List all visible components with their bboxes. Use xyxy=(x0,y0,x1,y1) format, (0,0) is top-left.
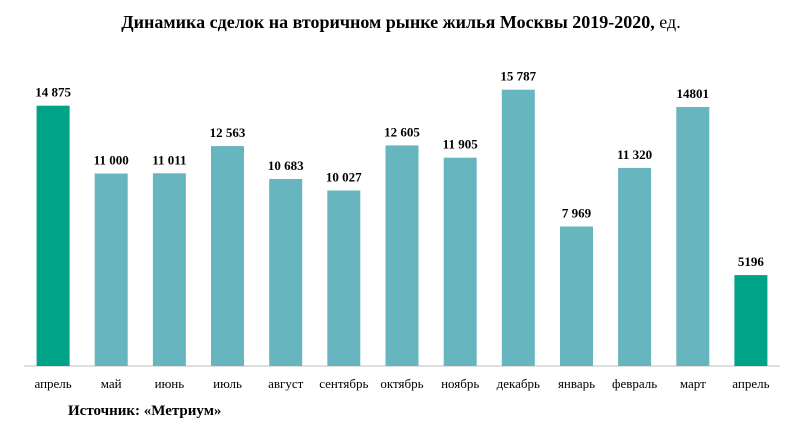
x-tick-label-9: январь xyxy=(558,376,595,391)
data-label-6: 12 605 xyxy=(384,124,420,139)
data-label-7: 11 905 xyxy=(443,137,479,152)
data-label-1: 11 000 xyxy=(94,153,129,168)
bar-2 xyxy=(152,173,186,366)
x-tick-label-7: ноябрь xyxy=(441,376,479,391)
x-tick-label-0: апрель xyxy=(34,376,71,391)
data-label-9: 7 969 xyxy=(562,206,592,221)
data-label-12: 5196 xyxy=(738,254,765,269)
data-label-3: 12 563 xyxy=(210,125,246,140)
data-label-2: 11 011 xyxy=(152,152,186,167)
data-label-0: 14 875 xyxy=(35,85,71,100)
bar-8 xyxy=(501,89,535,366)
bar-10 xyxy=(618,167,652,366)
bar-4 xyxy=(269,179,303,366)
x-tick-label-1: май xyxy=(101,376,122,391)
x-tick-label-3: июль xyxy=(213,376,242,391)
bar-6 xyxy=(385,145,419,366)
bar-7 xyxy=(443,157,477,366)
chart-title-main: Динамика сделок на вторичном рынке жилья… xyxy=(121,12,655,32)
x-tick-label-5: сентябрь xyxy=(319,376,368,391)
bar-5 xyxy=(327,190,361,366)
data-label-8: 15 787 xyxy=(500,69,536,84)
x-tick-label-6: октябрь xyxy=(380,376,423,391)
bar-12 xyxy=(734,275,768,366)
data-label-11: 14801 xyxy=(677,86,710,101)
bar-11 xyxy=(676,107,710,366)
source-note: Источник: «Метриум» xyxy=(68,403,222,419)
chart-title-unit: ед. xyxy=(654,12,681,32)
bar-3 xyxy=(211,146,244,366)
data-label-5: 10 027 xyxy=(326,170,362,185)
x-tick-label-4: август xyxy=(268,376,304,391)
x-tick-label-11: март xyxy=(680,376,706,391)
x-tick-label-12: апрель xyxy=(732,376,769,391)
data-label-10: 11 320 xyxy=(617,147,652,162)
x-tick-label-2: июнь xyxy=(155,376,185,391)
chart-title: Динамика сделок на вторичном рынке жилья… xyxy=(0,12,802,33)
x-tick-label-8: декабрь xyxy=(497,376,540,391)
bar-1 xyxy=(94,173,128,366)
data-label-4: 10 683 xyxy=(268,158,304,173)
x-tick-label-10: февраль xyxy=(612,376,657,391)
bar-9 xyxy=(560,226,593,366)
bar-0 xyxy=(36,105,70,366)
